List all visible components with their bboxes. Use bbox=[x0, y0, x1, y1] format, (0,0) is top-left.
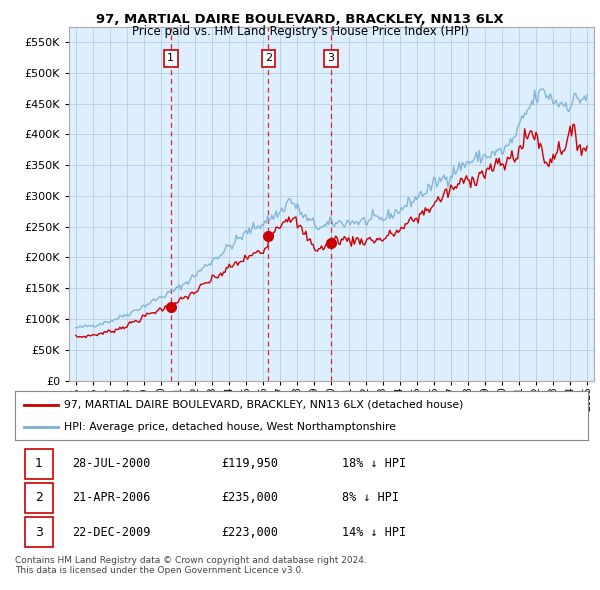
Text: 8% ↓ HPI: 8% ↓ HPI bbox=[341, 491, 398, 504]
FancyBboxPatch shape bbox=[25, 483, 53, 513]
Text: 1: 1 bbox=[167, 54, 174, 63]
Text: 21-APR-2006: 21-APR-2006 bbox=[73, 491, 151, 504]
Text: Price paid vs. HM Land Registry's House Price Index (HPI): Price paid vs. HM Land Registry's House … bbox=[131, 25, 469, 38]
Text: 3: 3 bbox=[35, 526, 43, 539]
Text: 14% ↓ HPI: 14% ↓ HPI bbox=[341, 526, 406, 539]
Text: Contains HM Land Registry data © Crown copyright and database right 2024.: Contains HM Land Registry data © Crown c… bbox=[15, 556, 367, 565]
Text: 2: 2 bbox=[35, 491, 43, 504]
Text: 1: 1 bbox=[35, 457, 43, 470]
Text: 18% ↓ HPI: 18% ↓ HPI bbox=[341, 457, 406, 470]
Text: This data is licensed under the Open Government Licence v3.0.: This data is licensed under the Open Gov… bbox=[15, 566, 304, 575]
Text: 22-DEC-2009: 22-DEC-2009 bbox=[73, 526, 151, 539]
Text: £235,000: £235,000 bbox=[221, 491, 278, 504]
Text: £119,950: £119,950 bbox=[221, 457, 278, 470]
Text: 97, MARTIAL DAIRE BOULEVARD, BRACKLEY, NN13 6LX: 97, MARTIAL DAIRE BOULEVARD, BRACKLEY, N… bbox=[96, 13, 504, 26]
Text: 97, MARTIAL DAIRE BOULEVARD, BRACKLEY, NN13 6LX (detached house): 97, MARTIAL DAIRE BOULEVARD, BRACKLEY, N… bbox=[64, 399, 463, 409]
Text: HPI: Average price, detached house, West Northamptonshire: HPI: Average price, detached house, West… bbox=[64, 422, 396, 432]
FancyBboxPatch shape bbox=[25, 448, 53, 478]
Text: 28-JUL-2000: 28-JUL-2000 bbox=[73, 457, 151, 470]
Text: 2: 2 bbox=[265, 54, 272, 63]
Text: 3: 3 bbox=[328, 54, 334, 63]
Text: £223,000: £223,000 bbox=[221, 526, 278, 539]
FancyBboxPatch shape bbox=[25, 517, 53, 548]
